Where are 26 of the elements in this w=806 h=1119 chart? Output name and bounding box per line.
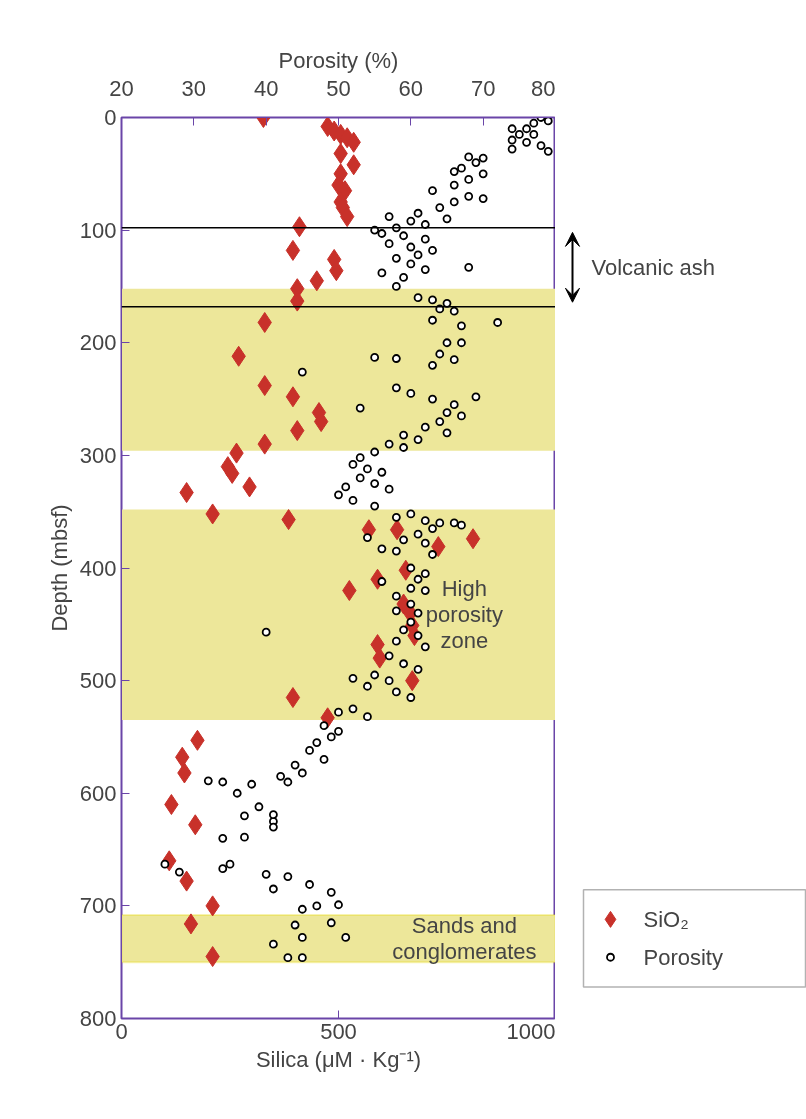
y-tick-label: 800 (79, 1006, 117, 1031)
band-label: Sands and conglomerates (392, 912, 537, 965)
y-tick-label: 700 (79, 893, 117, 919)
x2-tick-label: 60 (398, 75, 424, 101)
x2-tick-label: 70 (470, 75, 496, 101)
x2-tick-label: 50 (326, 75, 351, 101)
x2-axis-title: Porosity (%) (278, 47, 399, 73)
y-tick-label: 500 (79, 668, 117, 694)
x2-tick-label: 40 (253, 75, 279, 101)
x2-tick-label: 20 (109, 75, 134, 101)
y-tick-label: 100 (79, 217, 117, 243)
x2-tick-label: 80 (531, 75, 556, 101)
y-tick-label: 200 (79, 330, 117, 356)
band-label: High porosity zone (425, 575, 503, 654)
text: Volcanic ash (591, 254, 716, 280)
x2-tick-label: 30 (181, 75, 207, 101)
y-tick-label: 0 (104, 105, 117, 130)
legend-label: SiO₂ (643, 906, 689, 932)
y-tick-label: 600 (79, 780, 117, 806)
legend-label: Porosity (643, 944, 723, 970)
x-tick-label: 1000 (506, 1018, 556, 1044)
y-axis-title: Depth (mbsf) (46, 504, 72, 632)
y-tick-label: 400 (79, 555, 117, 581)
x-axis-title: Silica (μM · Kg⁻¹) (255, 1046, 422, 1072)
y-tick-label: 300 (79, 442, 117, 468)
x-tick-label: 500 (320, 1018, 357, 1044)
